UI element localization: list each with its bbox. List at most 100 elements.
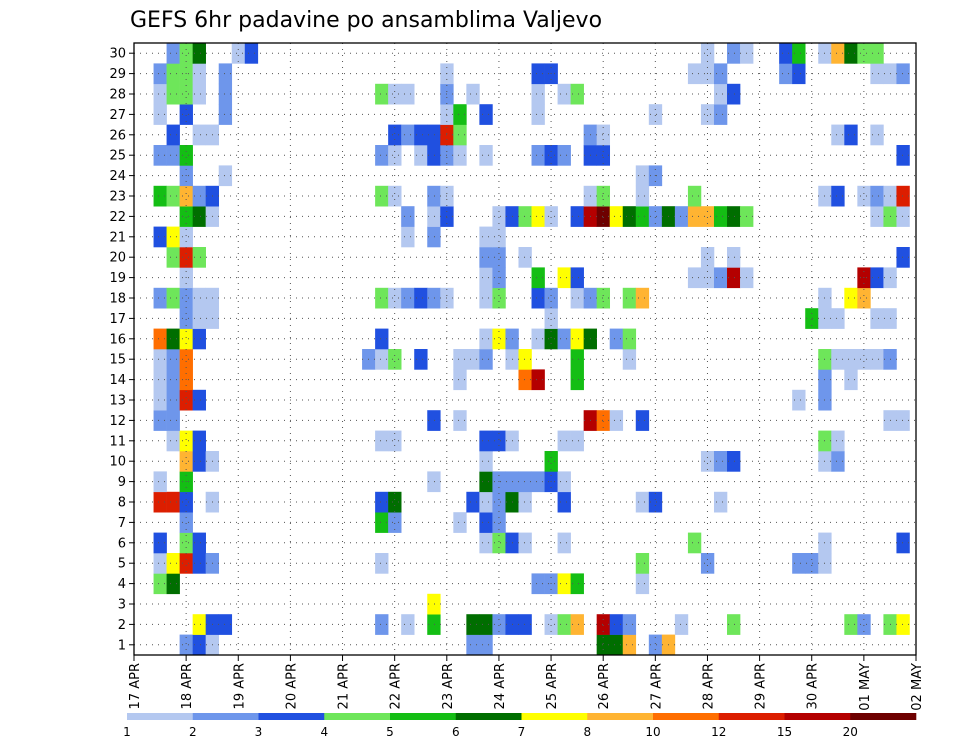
heatmap-cell <box>857 185 871 207</box>
heatmap-cell <box>896 410 910 431</box>
heatmap-cell <box>466 634 480 656</box>
heatmap-cell <box>531 104 545 125</box>
legend-label: 12 <box>711 725 726 739</box>
heatmap-cell <box>375 145 389 166</box>
heatmap-cell <box>844 43 858 64</box>
heatmap-cell <box>857 349 871 370</box>
heatmap-cell <box>518 349 532 370</box>
y-tick-label: 8 <box>118 496 126 511</box>
heatmap-cell <box>401 124 415 146</box>
heatmap-cell <box>596 287 611 309</box>
heatmap-cell <box>218 165 233 187</box>
heatmap-cell <box>179 512 193 533</box>
heatmap-cell <box>414 145 428 166</box>
heatmap-cell <box>192 634 206 656</box>
heatmap-cell <box>687 267 702 289</box>
heatmap-cell <box>192 63 206 85</box>
heatmap-cell <box>779 63 793 85</box>
heatmap-cell <box>870 185 884 207</box>
heatmap-cell <box>687 206 702 227</box>
heatmap-cell <box>166 553 180 574</box>
heatmap-cell <box>792 63 806 85</box>
heatmap-cell <box>492 328 506 350</box>
heatmap-cell <box>166 145 180 166</box>
legend-swatch <box>455 713 522 720</box>
heatmap-cell <box>896 247 910 268</box>
heatmap-cell <box>427 593 441 615</box>
heatmap-cell <box>831 124 845 146</box>
heatmap-cell <box>635 287 650 309</box>
heatmap-cell <box>792 43 806 64</box>
heatmap-cell <box>622 349 637 370</box>
heatmap-cell <box>635 553 650 574</box>
heatmap-cell <box>492 430 506 452</box>
heatmap-cell <box>896 185 910 207</box>
heatmap-cell <box>192 308 206 329</box>
heatmap-cell <box>218 104 233 125</box>
heatmap-cell <box>375 185 389 207</box>
heatmap-cell <box>479 328 493 350</box>
legend-label: 1 <box>123 725 131 739</box>
x-tick-label: 24 APR <box>493 663 508 709</box>
heatmap-cell <box>166 185 180 207</box>
heatmap-cell <box>388 430 402 452</box>
heatmap-cell <box>870 63 884 85</box>
heatmap-cell <box>831 308 845 329</box>
x-tick-label: 17 APR <box>128 663 143 709</box>
heatmap-cell <box>427 226 441 248</box>
heatmap-cell <box>192 328 206 350</box>
heatmap-cell <box>479 104 493 125</box>
heatmap-cell <box>153 185 167 207</box>
heatmap-cell <box>779 43 793 64</box>
heatmap-cell <box>544 614 558 635</box>
heatmap-cell <box>700 247 715 268</box>
heatmap-cell <box>479 532 493 554</box>
heatmap-cell <box>544 145 558 166</box>
heatmap-cell <box>479 267 493 289</box>
heatmap-cell <box>570 573 584 595</box>
heatmap-cell <box>414 287 428 309</box>
heatmap-cell <box>192 451 206 472</box>
heatmap-cell <box>192 43 206 64</box>
heatmap-cell <box>192 614 206 635</box>
heatmap-cell <box>570 430 584 452</box>
y-tick-label: 16 <box>109 332 126 347</box>
heatmap-cell <box>831 349 845 370</box>
x-tick-label: 18 APR <box>180 663 195 709</box>
legend-label: 2 <box>189 725 197 739</box>
x-tick-label: 02 MAY <box>910 663 925 711</box>
y-tick-label: 30 <box>109 47 126 62</box>
heatmap-cell <box>674 206 689 227</box>
heatmap-cell <box>713 491 728 513</box>
y-tick-label: 14 <box>109 373 126 388</box>
heatmap-cell <box>518 369 532 391</box>
heatmap-cell <box>218 614 233 635</box>
heatmap-cell <box>727 83 741 105</box>
heatmap-cell <box>179 349 193 370</box>
heatmap-cell <box>635 206 650 227</box>
heatmap-cell <box>674 614 689 635</box>
heatmap-cell <box>466 83 480 105</box>
heatmap-cell <box>375 328 389 350</box>
heatmap-cell <box>492 532 506 554</box>
heatmap-cell <box>179 247 193 268</box>
heatmap-cell <box>635 165 650 187</box>
heatmap-cell <box>401 287 415 309</box>
legend-swatch <box>653 713 720 720</box>
heatmap-cell <box>179 287 193 309</box>
legend-label: 5 <box>386 725 394 739</box>
y-tick-label: 15 <box>109 353 126 368</box>
heatmap-cell <box>870 349 884 370</box>
heatmap-cell <box>153 104 167 125</box>
heatmap-cell <box>479 247 493 268</box>
heatmap-cell <box>531 369 545 391</box>
heatmap-cell <box>153 369 167 391</box>
heatmap-cell <box>427 287 441 309</box>
heatmap-cell <box>870 267 884 289</box>
heatmap-cell <box>479 287 493 309</box>
heatmap-cell <box>687 185 702 207</box>
heatmap-cell <box>479 512 493 533</box>
heatmap-cell <box>622 287 637 309</box>
heatmap-cell <box>844 369 858 391</box>
heatmap-cell <box>635 410 650 431</box>
